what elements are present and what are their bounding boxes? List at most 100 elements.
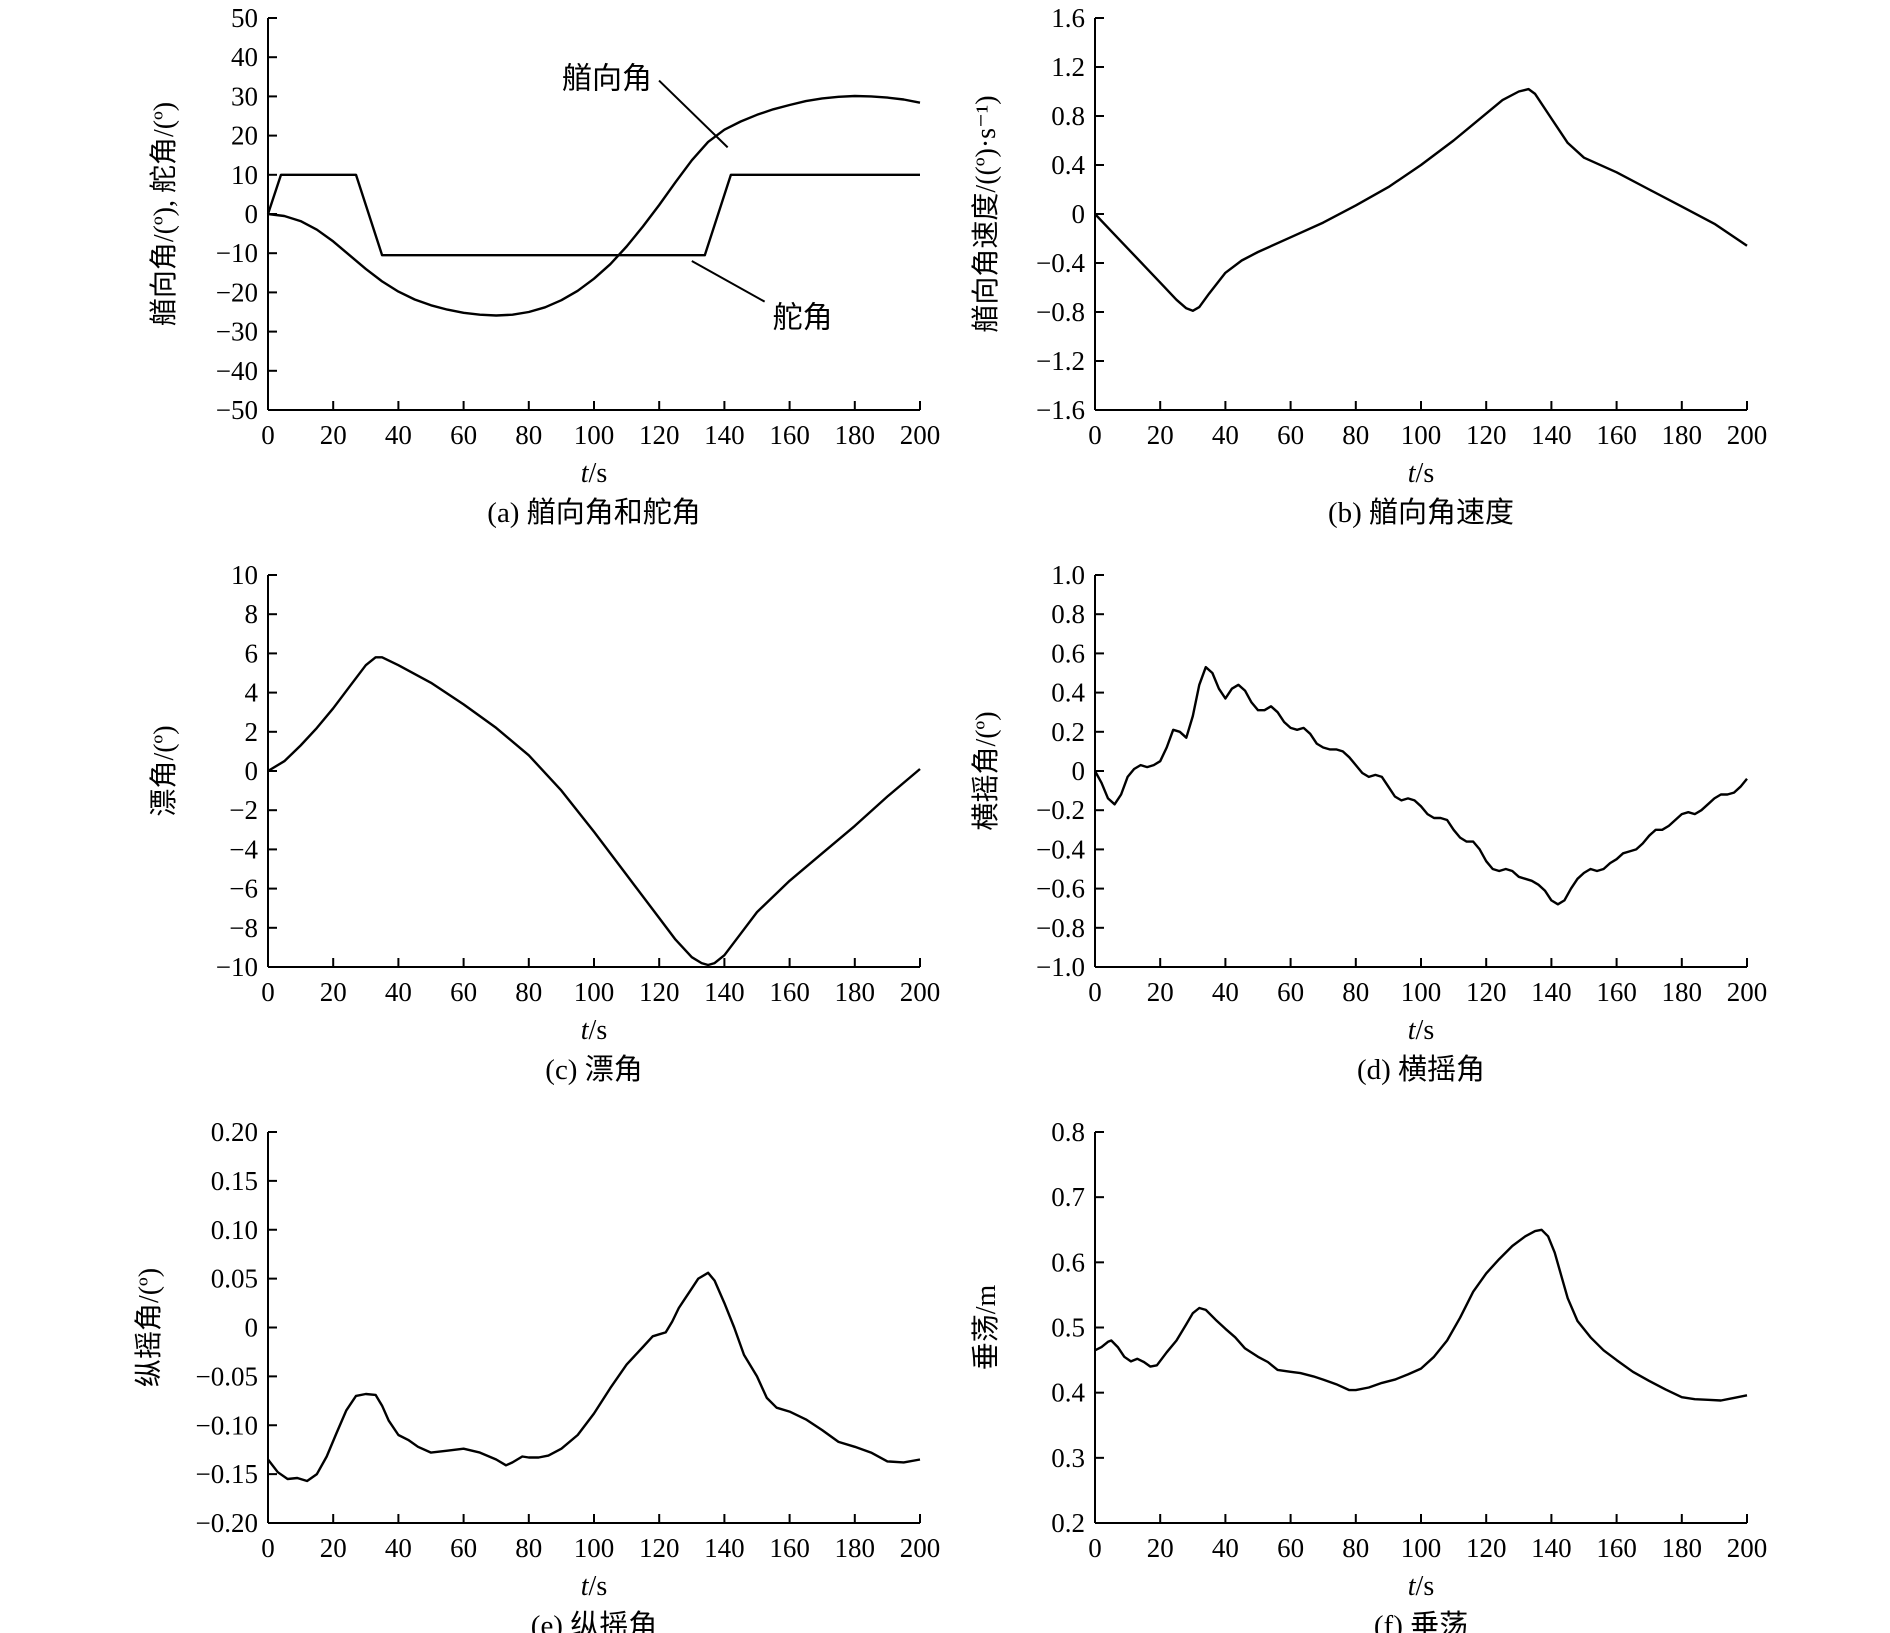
- y-tick-label: 0: [245, 199, 259, 229]
- x-tick-label: 0: [261, 977, 275, 1007]
- x-tick-label: 60: [450, 977, 477, 1007]
- x-axis-label-var: t: [1408, 458, 1417, 489]
- chart-f: 0 20 40 60 80 100 120 140 160 180 200 0.8 0.7 0.6 0.5 0…: [970, 1117, 1767, 1633]
- y-tick-label: 0.6: [1051, 1247, 1085, 1277]
- y-tick-label: −8: [229, 913, 258, 943]
- y-tick-label: 10: [231, 160, 258, 190]
- series-line-1: [266, 173, 920, 257]
- x-axis-label-unit: /s: [1416, 458, 1435, 489]
- x-tick-label: 100: [1401, 420, 1442, 450]
- x-tick-label: 60: [1277, 420, 1304, 450]
- x-tick-label: 0: [1088, 1533, 1102, 1563]
- y-tick-label: 4: [245, 678, 259, 708]
- x-axis-label-unit: /s: [589, 1571, 608, 1602]
- x-tick-label: 20: [320, 977, 347, 1007]
- x-axis-label: t/s: [581, 1571, 607, 1602]
- x-tick-label: 160: [1596, 977, 1637, 1007]
- y-tick-label: −0.8: [1036, 297, 1085, 327]
- y-tick-label: 0.2: [1051, 1508, 1085, 1538]
- y-tick-label: 0.6: [1051, 638, 1085, 668]
- y-tick-label: −0.4: [1036, 834, 1085, 864]
- y-tick-label: 0.8: [1051, 599, 1085, 629]
- y-tick-label: 0.8: [1051, 101, 1085, 131]
- x-tick-label: 200: [1727, 977, 1768, 1007]
- series-line-0: [1094, 87, 1748, 312]
- y-tick-label: 20: [231, 121, 258, 151]
- x-tick-label: 20: [320, 1533, 347, 1563]
- x-tick-label: 60: [450, 1533, 477, 1563]
- x-tick-label: 0: [261, 420, 275, 450]
- x-tick-label: 80: [1342, 420, 1369, 450]
- x-tick-label: 120: [639, 977, 680, 1007]
- x-tick-label: 180: [1662, 1533, 1703, 1563]
- y-tick-label: 40: [231, 42, 258, 72]
- annotation-label: 舵角: [773, 302, 833, 335]
- chart-caption: (f) 垂荡: [1374, 1609, 1468, 1633]
- y-tick-label: 0.2: [1051, 717, 1085, 747]
- x-tick-label: 80: [1342, 1533, 1369, 1563]
- x-tick-label: 80: [1342, 977, 1369, 1007]
- x-tick-label: 200: [900, 1533, 941, 1563]
- y-tick-label: 0: [245, 1313, 259, 1343]
- x-tick-label: 20: [1147, 420, 1174, 450]
- series-line-0: [1093, 665, 1748, 906]
- y-tick-label: −1.2: [1036, 346, 1085, 376]
- chart-caption: (b) 艏向角速度: [1328, 496, 1514, 529]
- series-line-0: [267, 94, 921, 317]
- annotation-leader: [658, 79, 729, 149]
- y-tick-label: 0.15: [211, 1166, 258, 1196]
- chart-b: 0 20 40 60 80 100 120 140 160 180 200 1.6 1.2 0.8 0.4 0…: [970, 3, 1767, 529]
- y-tick-label: 1.2: [1051, 52, 1085, 82]
- x-tick-label: 60: [1277, 977, 1304, 1007]
- chart-e: 0 20 40 60 80 100 120 140 160 180 200 0.20 0.15 0.10 0…: [133, 1117, 940, 1633]
- x-tick-label: 180: [1662, 977, 1703, 1007]
- x-tick-label: 80: [515, 977, 542, 1007]
- x-tick-label: 20: [1147, 1533, 1174, 1563]
- y-tick-label: −0.15: [196, 1459, 258, 1489]
- y-tick-label: −1.0: [1036, 952, 1085, 982]
- annotation-leader: [691, 260, 766, 303]
- x-tick-label: 180: [1662, 420, 1703, 450]
- x-axis-label-var: t: [581, 1015, 590, 1046]
- y-tick-label: −2: [229, 795, 258, 825]
- x-tick-label: 20: [1147, 977, 1174, 1007]
- x-tick-label: 40: [385, 420, 412, 450]
- x-axis-label-var: t: [1408, 1571, 1417, 1602]
- x-tick-label: 120: [1466, 420, 1507, 450]
- x-tick-label: 140: [704, 977, 745, 1007]
- x-axis-label-var: t: [581, 1571, 590, 1602]
- x-axis-label: t/s: [1408, 458, 1434, 489]
- x-tick-label: 40: [1212, 977, 1239, 1007]
- x-axis-label-unit: /s: [589, 1015, 608, 1046]
- x-tick-label: 160: [769, 1533, 810, 1563]
- chart-caption: (d) 横摇角: [1357, 1053, 1485, 1086]
- x-tick-label: 140: [1531, 1533, 1572, 1563]
- y-axis-label: 垂荡/m: [970, 1285, 1002, 1371]
- y-tick-label: 1.6: [1051, 3, 1085, 33]
- y-tick-label: 0.10: [211, 1215, 258, 1245]
- x-tick-label: 160: [1596, 1533, 1637, 1563]
- x-tick-label: 140: [1531, 420, 1572, 450]
- x-tick-label: 40: [385, 1533, 412, 1563]
- annotation-label: 艏向角: [562, 63, 652, 96]
- x-tick-label: 140: [704, 420, 745, 450]
- y-tick-label: 2: [245, 717, 259, 747]
- y-tick-label: −4: [229, 834, 258, 864]
- x-axis-label: t/s: [581, 1015, 607, 1046]
- series-line-0: [1094, 1228, 1748, 1402]
- x-tick-label: 160: [1596, 420, 1637, 450]
- x-axis-label-var: t: [1408, 1015, 1417, 1046]
- x-axis-label-var: t: [581, 458, 590, 489]
- y-tick-label: −10: [216, 238, 258, 268]
- y-axis-label: 横摇角/(º): [970, 711, 1002, 830]
- y-tick-label: −50: [216, 395, 258, 425]
- y-tick-label: 0.3: [1051, 1443, 1085, 1473]
- x-tick-label: 60: [450, 420, 477, 450]
- x-axis-label: t/s: [1408, 1571, 1434, 1602]
- y-tick-label: 0: [245, 756, 259, 786]
- y-tick-label: 0.7: [1051, 1182, 1085, 1212]
- x-tick-label: 120: [639, 420, 680, 450]
- x-axis-label-unit: /s: [1416, 1571, 1435, 1602]
- y-tick-label: 0.5: [1051, 1313, 1085, 1343]
